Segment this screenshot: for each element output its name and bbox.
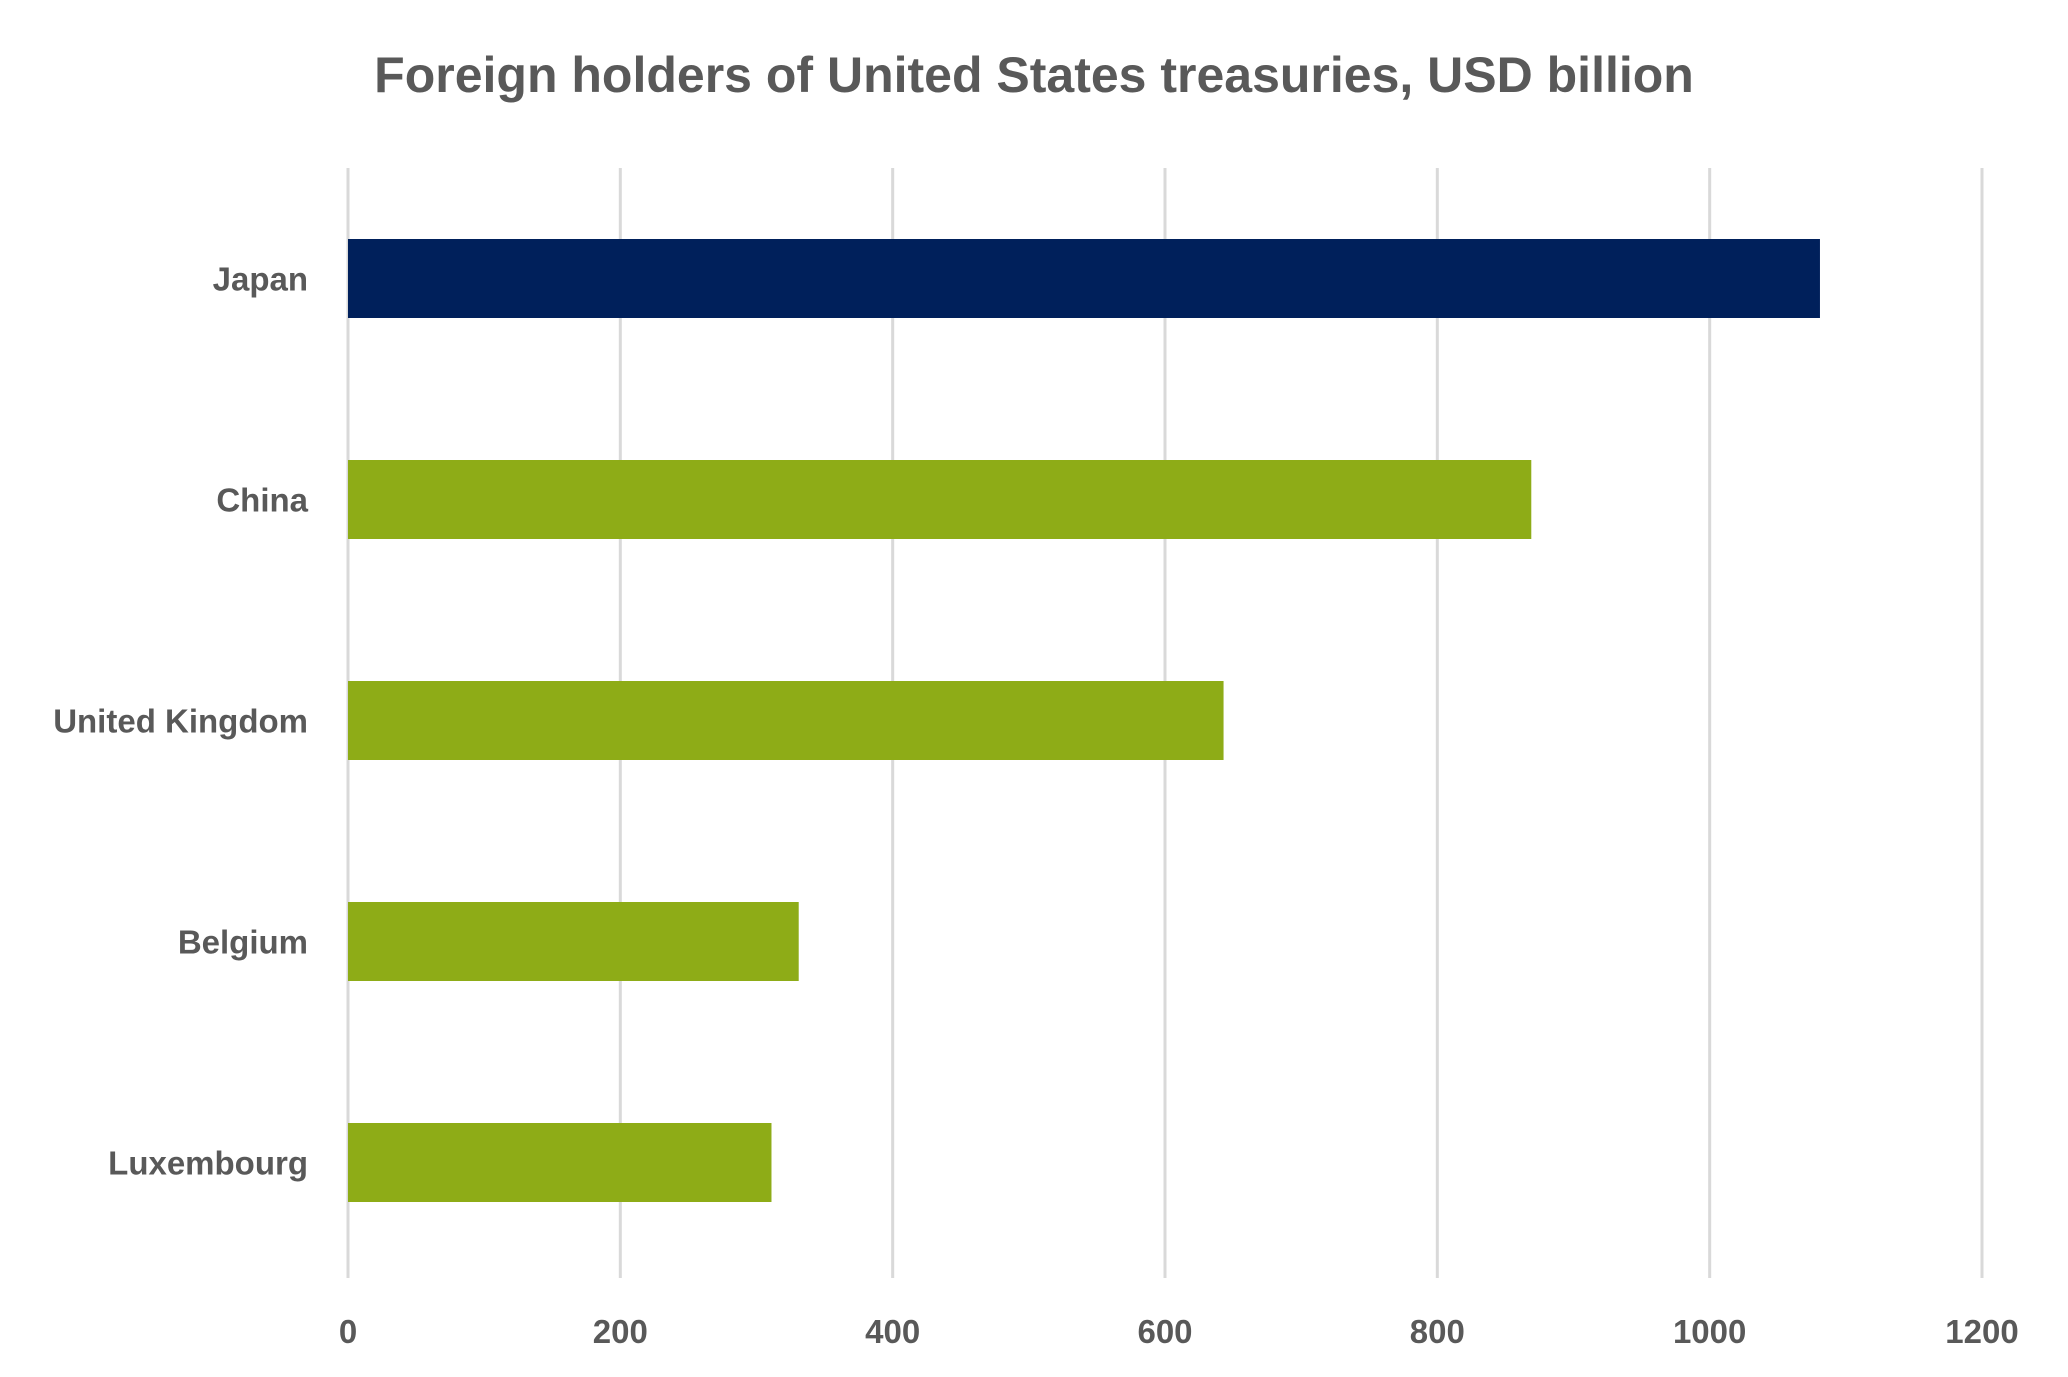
category-label-china: China [216, 482, 308, 519]
x-tick-label: 1000 [1673, 1313, 1746, 1350]
bar-united-kingdom [348, 681, 1224, 760]
category-label-japan: Japan [213, 261, 308, 298]
bar-belgium [348, 902, 799, 981]
x-tick-label: 800 [1410, 1313, 1465, 1350]
bar-luxembourg [348, 1123, 772, 1202]
category-label-luxembourg: Luxembourg [108, 1145, 308, 1182]
bar-japan [348, 239, 1820, 318]
x-tick-label: 600 [1137, 1313, 1192, 1350]
x-tick-label: 200 [593, 1313, 648, 1350]
x-tick-label: 1200 [1945, 1313, 2018, 1350]
x-axis-tick-labels: 0 200 400 600 800 1000 1200 [339, 1313, 2019, 1350]
x-tick-label: 400 [865, 1313, 920, 1350]
category-labels: Japan China United Kingdom Belgium Luxembour… [53, 261, 308, 1182]
x-tick-label: 0 [339, 1313, 357, 1350]
chart-title: Foreign holders of United States treasur… [374, 47, 1694, 103]
bar-china [348, 460, 1532, 539]
bars [348, 239, 1820, 1202]
category-label-belgium: Belgium [178, 924, 308, 961]
category-label-united-kingdom: United Kingdom [53, 703, 308, 740]
